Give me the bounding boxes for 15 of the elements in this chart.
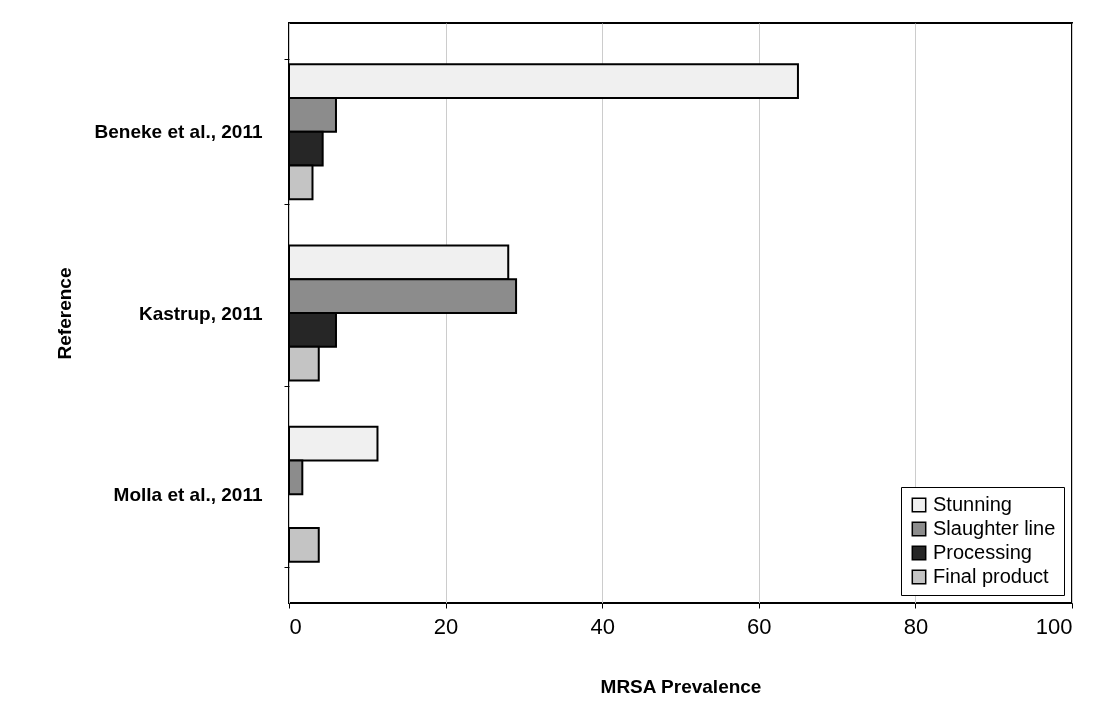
y-tick-label: Kastrup, 2011	[138, 302, 263, 324]
x-tick-label: 0	[289, 613, 302, 639]
y-tick-label: Beneke et al., 2011	[94, 121, 263, 143]
x-tick-label: 60	[747, 613, 772, 639]
x-tick-label: 80	[903, 613, 929, 639]
x-tick-label: 100	[1035, 613, 1073, 639]
x-tick-label: 40	[590, 613, 615, 639]
legend-label: Stunning	[933, 493, 1012, 515]
x-axis-title: MRSA Prevalence	[600, 675, 762, 697]
y-tick-label: Molla et al., 2011	[113, 483, 263, 505]
y-axis-title: Reference	[53, 267, 75, 360]
x-tick-label: 20	[433, 613, 459, 639]
legend-label: Final product	[933, 565, 1050, 587]
legend-label: Processing	[933, 541, 1032, 563]
legend-label: Slaughter line	[933, 517, 1056, 539]
